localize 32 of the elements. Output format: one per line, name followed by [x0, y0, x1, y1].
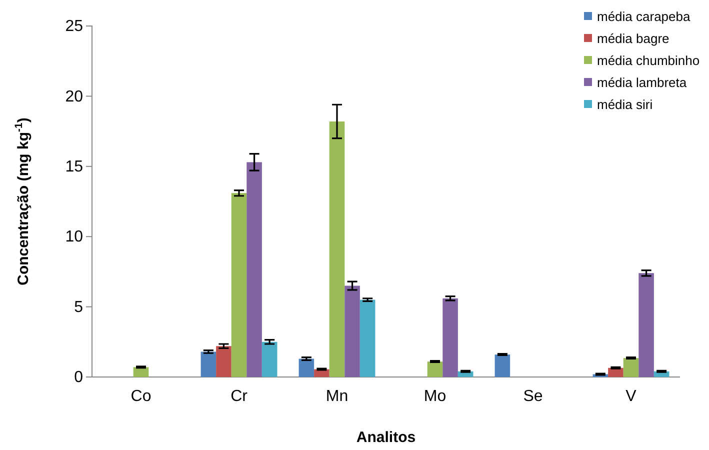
bar: [200, 352, 216, 377]
bar: [231, 193, 247, 377]
x-tick-label: Cr: [230, 388, 248, 405]
bar: [329, 121, 345, 377]
y-tick-label: 25: [65, 18, 84, 36]
y-tick-label: 10: [65, 228, 84, 246]
bar: [298, 358, 314, 377]
bar: [216, 346, 232, 377]
legend-label: média lambreta: [597, 75, 688, 90]
x-axis-title: Analitos: [356, 429, 416, 446]
bar: [442, 298, 458, 377]
x-tick-label: V: [626, 388, 637, 405]
bar: [427, 362, 443, 377]
bar: [360, 300, 376, 377]
legend-label: média bagre: [597, 31, 670, 46]
bar: [262, 342, 278, 377]
y-tick-label: 5: [74, 298, 84, 316]
legend-label: média chumbinho: [597, 53, 700, 68]
legend-label: média siri: [597, 97, 653, 112]
x-tick-label: Co: [130, 388, 152, 405]
legend-label: média carapeba: [597, 9, 691, 24]
bar: [623, 358, 639, 377]
bar: [246, 162, 262, 377]
bar: [638, 273, 654, 377]
y-tick-label: 15: [65, 158, 84, 176]
bar: [494, 354, 510, 377]
x-tick-label: Se: [523, 388, 543, 405]
x-tick-label: Mo: [424, 388, 446, 405]
bar: [344, 286, 360, 377]
x-tick-label: Mn: [326, 388, 348, 405]
y-tick-label: 0: [74, 369, 84, 386]
y-tick-label: 20: [65, 88, 84, 106]
